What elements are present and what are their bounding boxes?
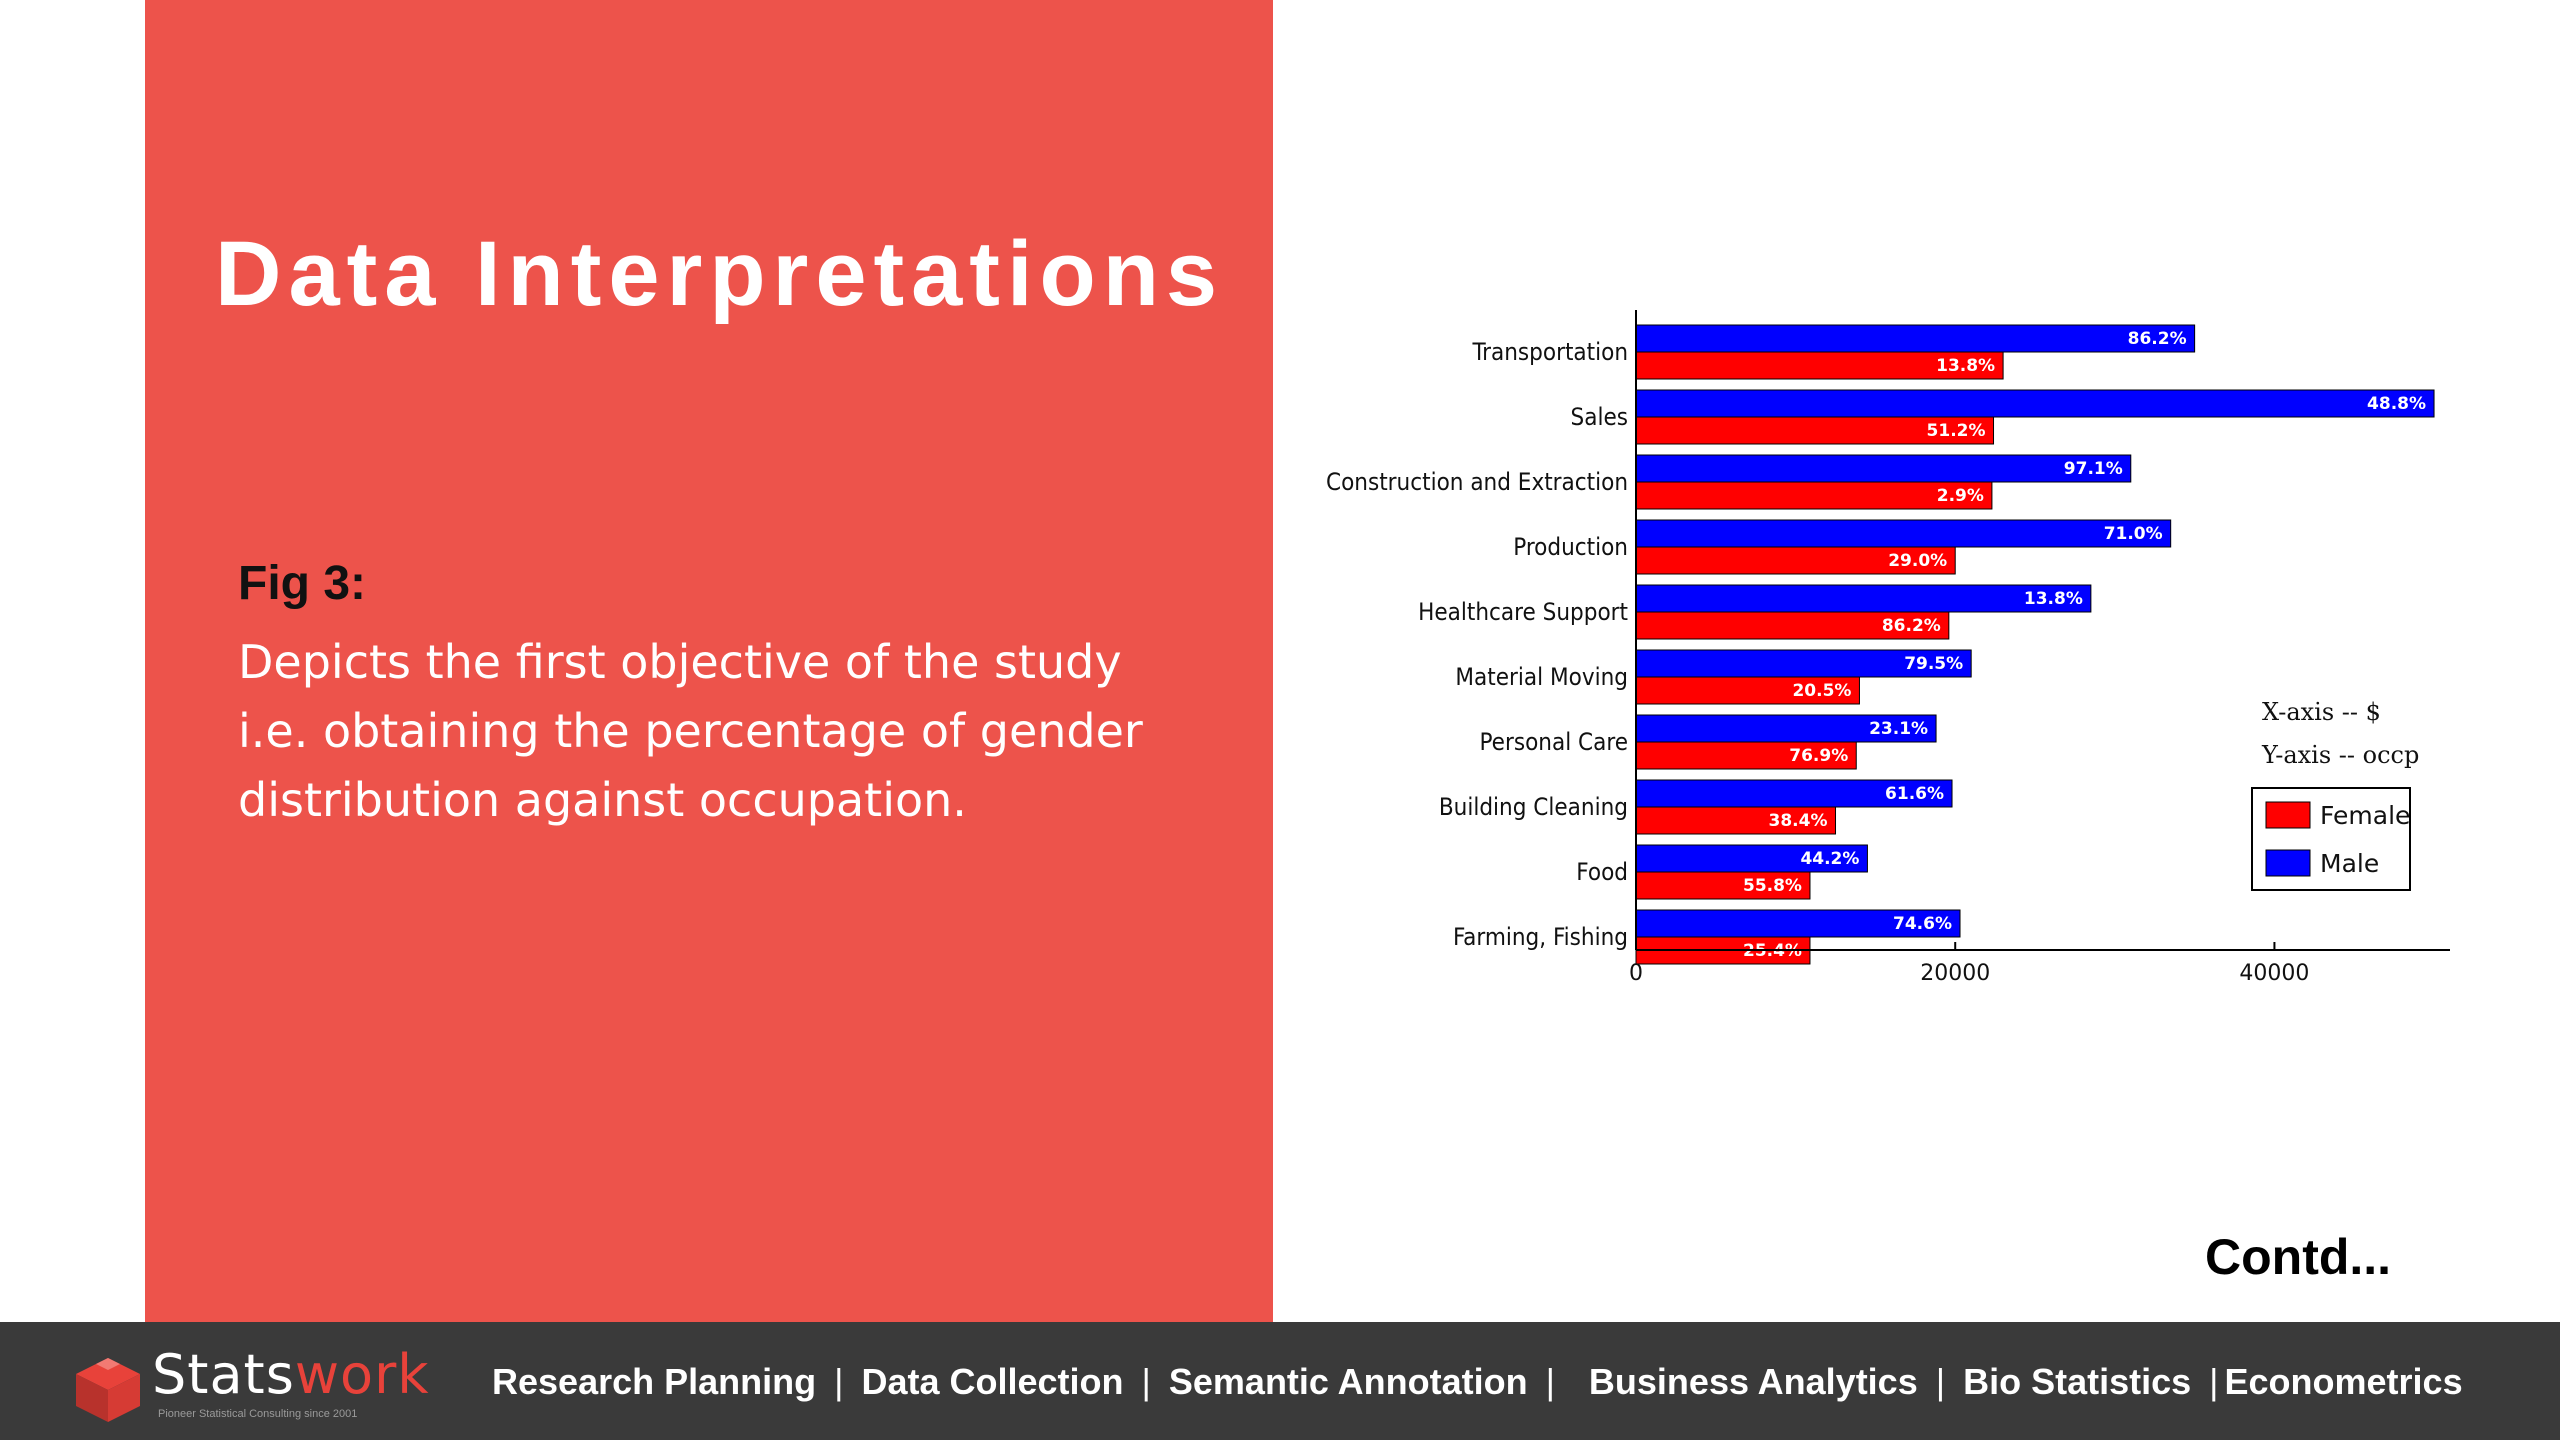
logo-wordmark-work: work [294, 1343, 430, 1406]
bar-chart-svg: Transportation 86.2% 13.8% Sales 48.8% 51.2% C… [1326, 310, 2450, 986]
nav-separator: | [1935, 1361, 1946, 1402]
data-label-female: 51.2% [1927, 421, 1986, 441]
data-label-male: 61.6% [1885, 784, 1944, 804]
bar-female [1635, 611, 1950, 640]
bar-male [1635, 454, 2132, 483]
continued-label: Contd... [2205, 1229, 2392, 1285]
figure-label: Fig 3: [238, 557, 366, 610]
legend-label-female: Female [2320, 801, 2410, 830]
category-label: Personal Care [1480, 728, 1629, 756]
category-label: Healthcare Support [1418, 598, 1628, 626]
nav-separator: | [1545, 1361, 1555, 1402]
bar-female [1635, 416, 1995, 445]
logo-tagline: Pioneer Statistical Consulting since 200… [158, 1408, 358, 1420]
legend-swatch-male [2265, 849, 2311, 877]
bar-male [1635, 389, 2435, 418]
bar-male [1635, 324, 2196, 353]
category-label: Transportation [1471, 338, 1628, 366]
bar-male [1635, 584, 2092, 613]
nav-research-planning[interactable]: Research Planning [492, 1361, 817, 1402]
data-label-male: 13.8% [2024, 589, 2083, 609]
data-label-male: 97.1% [2064, 459, 2123, 479]
category-label: Material Moving [1455, 663, 1628, 691]
category-label: Food [1576, 858, 1628, 886]
legend-label-male: Male [2320, 849, 2379, 878]
bar-female [1635, 481, 1993, 510]
gender-occupation-chart: Transportation 86.2% 13.8% Sales 48.8% 51.2% C… [1300, 280, 2480, 1020]
nav-separator: | [834, 1361, 844, 1402]
nav-bio-statistics[interactable]: Bio Statistics [1963, 1361, 2192, 1402]
y-axis-annotation: Y-axis -- occp [2261, 741, 2419, 769]
category-label: Construction and Extraction [1326, 468, 1628, 496]
nav-business-analytics[interactable]: Business Analytics [1588, 1361, 1918, 1402]
nav-separator: | [1141, 1361, 1151, 1402]
x-tick-label: 0 [1629, 961, 1643, 986]
logo-wordmark: Statswork [152, 1348, 430, 1402]
data-label-female: 13.8% [1936, 356, 1995, 376]
cube-logo-icon [76, 1358, 140, 1422]
nav-separator: | [2209, 1361, 2219, 1402]
x-tick-label: 20000 [1920, 961, 1990, 986]
category-label: Sales [1571, 403, 1628, 431]
data-label-female: 76.9% [1789, 746, 1848, 766]
statswork-logo[interactable]: Statswork Pioneer Statistical Consulting… [68, 1344, 429, 1424]
data-label-female: 55.8% [1743, 876, 1802, 896]
category-label: Farming, Fishing [1453, 923, 1628, 951]
data-label-female: 20.5% [1792, 681, 1851, 701]
bar-female [1635, 676, 1860, 705]
category-label: Building Cleaning [1439, 793, 1628, 821]
nav-data-collection[interactable]: Data Collection [861, 1361, 1124, 1402]
data-label-female: 86.2% [1882, 616, 1941, 636]
slide-title: Data Interpretations [215, 223, 1225, 325]
data-label-male: 86.2% [2128, 329, 2187, 349]
bar-male [1635, 519, 2172, 548]
bar-female [1635, 351, 2004, 380]
category-label: Production [1513, 533, 1628, 561]
nav-econometrics[interactable]: Econometrics [2224, 1361, 2463, 1402]
data-label-female: 38.4% [1769, 811, 1828, 831]
nav-semantic-annotation[interactable]: Semantic Annotation [1168, 1361, 1528, 1402]
logo-wordmark-stats: Stats [152, 1343, 295, 1406]
figure-caption: Depicts the first objective of the study… [238, 635, 1143, 827]
bar-female [1635, 546, 1956, 575]
data-label-female: 2.9% [1937, 486, 1984, 506]
footer-bar: Statswork Pioneer Statistical Consulting… [0, 1322, 2560, 1440]
x-tick-label: 40000 [2239, 961, 2309, 986]
bar-male [1635, 909, 1961, 938]
data-label-male: 48.8% [2367, 394, 2426, 414]
footer-nav: Research Planning | Data Collection | Se… [492, 1360, 2463, 1404]
bar-male [1635, 844, 1868, 873]
title-panel [145, 0, 1273, 1322]
x-axis-annotation: X-axis -- $ [2262, 698, 2381, 726]
data-label-male: 23.1% [1869, 719, 1928, 739]
data-label-male: 74.6% [1893, 914, 1952, 934]
data-label-male: 71.0% [2104, 524, 2163, 544]
data-label-male: 79.5% [1904, 654, 1963, 674]
data-label-male: 44.2% [1800, 849, 1859, 869]
data-label-female: 29.0% [1888, 551, 1947, 571]
legend-swatch-female [2265, 801, 2311, 829]
